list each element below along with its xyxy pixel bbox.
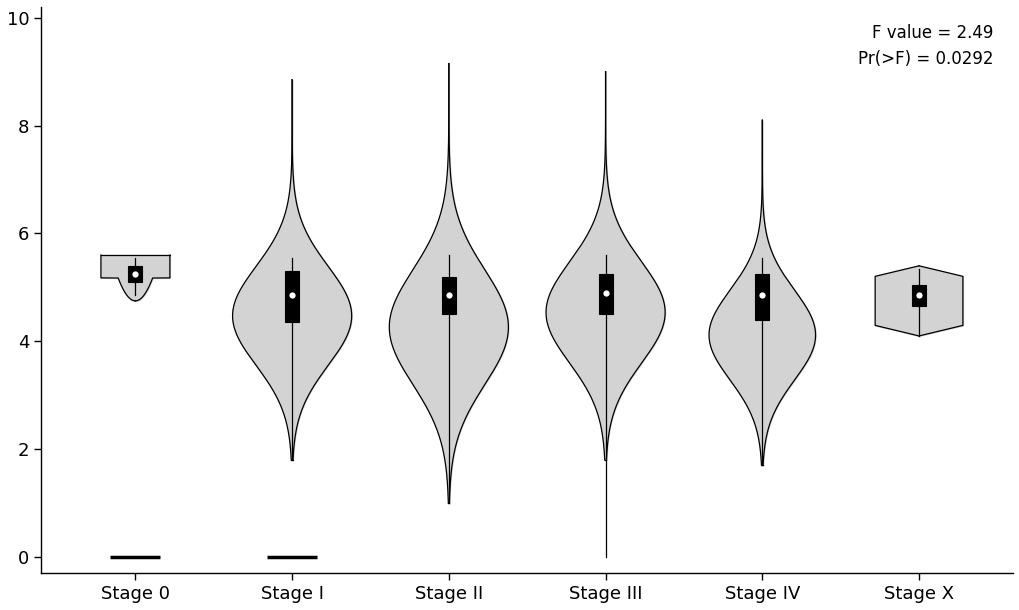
Bar (754, 274, 768, 320)
Bar (598, 274, 612, 314)
Bar (128, 266, 143, 282)
Bar (284, 271, 299, 323)
Bar (911, 285, 925, 306)
Text: F value = 2.49
Pr(>F) = 0.0292: F value = 2.49 Pr(>F) = 0.0292 (857, 24, 993, 68)
Bar (441, 276, 455, 314)
